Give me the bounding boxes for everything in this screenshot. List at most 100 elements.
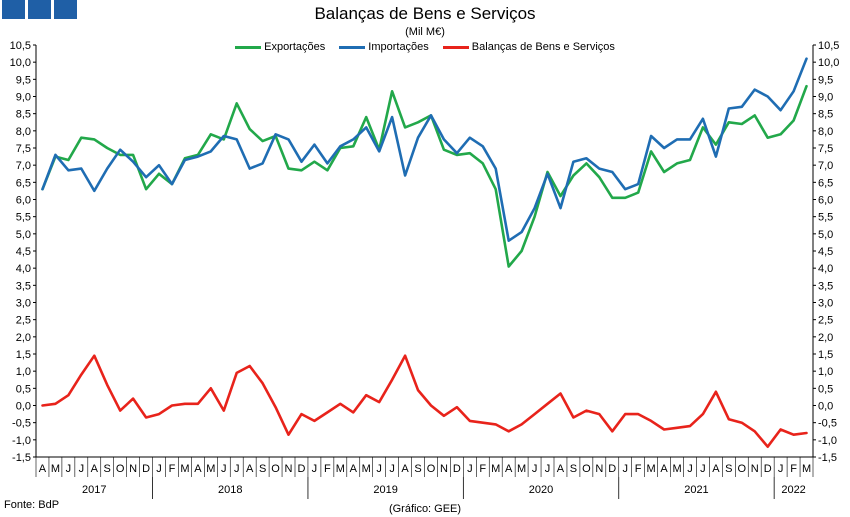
x-month-label: F bbox=[479, 463, 486, 475]
y-tick-label-right: 5,0 bbox=[818, 229, 833, 241]
series-line bbox=[41, 84, 808, 268]
x-year-label: 2020 bbox=[529, 484, 553, 496]
y-tick-label-left: 1,5 bbox=[16, 349, 31, 361]
y-tick-label-right: -1,5 bbox=[818, 452, 837, 464]
x-month-label: A bbox=[91, 463, 99, 475]
y-tick-label-left: 4,0 bbox=[16, 263, 31, 275]
x-month-label: O bbox=[737, 463, 746, 475]
x-month-label: M bbox=[647, 463, 656, 475]
x-month-label: M bbox=[336, 463, 345, 475]
x-month-label: M bbox=[491, 463, 500, 475]
x-month-label: S bbox=[725, 463, 732, 475]
x-month-label: F bbox=[169, 463, 176, 475]
x-month-label: A bbox=[505, 463, 513, 475]
x-month-label: M bbox=[206, 463, 215, 475]
y-tick-label-left: 5,5 bbox=[16, 212, 31, 224]
gee-logo-icon bbox=[2, 0, 77, 19]
x-month-label: J bbox=[389, 463, 395, 475]
x-month-label: A bbox=[246, 463, 254, 475]
y-tick-label-right: 2,5 bbox=[818, 315, 833, 327]
y-tick-label-left: 10,5 bbox=[10, 40, 31, 52]
legend-swatch bbox=[235, 45, 262, 49]
x-month-label: J bbox=[700, 463, 706, 475]
legend-swatch bbox=[339, 45, 366, 49]
x-month-label: N bbox=[751, 463, 759, 475]
logo-square-3 bbox=[54, 0, 77, 19]
x-month-label: J bbox=[532, 463, 538, 475]
x-month-label: A bbox=[39, 463, 47, 475]
chart-subtitle: (Mil M€) bbox=[405, 26, 445, 38]
x-month-label: M bbox=[802, 463, 811, 475]
y-tick-label-left: 0,0 bbox=[16, 401, 31, 413]
y-tick-label-left: -0,5 bbox=[12, 418, 31, 430]
legend-item-exportacoes: Exportações bbox=[235, 41, 325, 53]
y-tick-label-right: 8,0 bbox=[818, 126, 833, 138]
x-month-label: J bbox=[778, 463, 784, 475]
x-month-label: F bbox=[790, 463, 797, 475]
x-month-label: M bbox=[517, 463, 526, 475]
y-tick-label-left: 4,5 bbox=[16, 246, 31, 258]
x-month-label: A bbox=[401, 463, 409, 475]
y-tick-label-right: -1,0 bbox=[818, 435, 837, 447]
x-month-label: J bbox=[221, 463, 227, 475]
x-month-label: J bbox=[545, 463, 551, 475]
chart-title: Balanças de Bens e Serviços bbox=[314, 4, 536, 23]
y-tick-label-right: 1,0 bbox=[818, 366, 833, 378]
logo-square-1 bbox=[2, 0, 25, 19]
y-tick-label-left: 8,0 bbox=[16, 126, 31, 138]
y-tick-label-right: 6,0 bbox=[818, 195, 833, 207]
chart-legend: Exportações Importações Balanças de Bens… bbox=[0, 41, 850, 53]
y-tick-label-right: 10,5 bbox=[818, 40, 839, 52]
x-month-label: D bbox=[608, 463, 616, 475]
x-month-label: S bbox=[570, 463, 577, 475]
y-tick-label-left: 7,0 bbox=[16, 160, 31, 172]
legend-item-balanca: Balanças de Bens e Serviços bbox=[442, 41, 615, 53]
y-tick-label-left: 0,5 bbox=[16, 383, 31, 395]
y-tick-label-left: 9,5 bbox=[16, 74, 31, 86]
y-tick-label-right: 3,5 bbox=[818, 280, 833, 292]
x-month-label: J bbox=[376, 463, 382, 475]
y-tick-label-right: 10,0 bbox=[818, 57, 839, 69]
chart-credit: (Gráfico: GEE) bbox=[388, 503, 462, 515]
y-tick-label-right: 9,5 bbox=[818, 74, 833, 86]
x-month-label: J bbox=[467, 463, 473, 475]
x-month-label: D bbox=[453, 463, 461, 475]
y-tick-label-right: 1,5 bbox=[818, 349, 833, 361]
x-month-label: M bbox=[672, 463, 681, 475]
x-month-label: J bbox=[234, 463, 240, 475]
x-month-label: A bbox=[350, 463, 358, 475]
x-year-label: 2018 bbox=[218, 484, 242, 496]
x-month-label: D bbox=[297, 463, 305, 475]
logo-square-2 bbox=[28, 0, 51, 19]
x-month-label: O bbox=[427, 463, 436, 475]
x-month-label: S bbox=[259, 463, 266, 475]
y-tick-label-left: 6,5 bbox=[16, 177, 31, 189]
y-tick-label-left: 5,0 bbox=[16, 229, 31, 241]
y-tick-label-right: 8,5 bbox=[818, 109, 833, 121]
x-month-label: J bbox=[687, 463, 693, 475]
y-tick-label-right: 2,0 bbox=[818, 332, 833, 344]
x-month-label: M bbox=[51, 463, 60, 475]
x-month-label: J bbox=[312, 463, 318, 475]
legend-label: Balanças de Bens e Serviços bbox=[471, 41, 615, 53]
x-month-label: M bbox=[180, 463, 189, 475]
x-month-label: J bbox=[66, 463, 72, 475]
x-month-label: A bbox=[194, 463, 202, 475]
x-month-label: O bbox=[582, 463, 591, 475]
x-month-label: D bbox=[764, 463, 772, 475]
legend-label: Importações bbox=[368, 41, 429, 53]
y-tick-label-right: 7,0 bbox=[818, 160, 833, 172]
y-tick-label-left: 2,0 bbox=[16, 332, 31, 344]
y-tick-label-right: 0,5 bbox=[818, 383, 833, 395]
series-line bbox=[41, 354, 808, 449]
source-note: Fonte: BdP bbox=[4, 499, 60, 511]
x-month-label: A bbox=[557, 463, 565, 475]
y-tick-label-right: 6,5 bbox=[818, 177, 833, 189]
y-tick-label-left: 2,5 bbox=[16, 315, 31, 327]
x-month-label: S bbox=[104, 463, 111, 475]
y-tick-label-left: -1,5 bbox=[12, 452, 31, 464]
y-tick-label-right: 4,0 bbox=[818, 263, 833, 275]
legend-item-importacoes: Importações bbox=[339, 41, 429, 53]
x-year-label: 2017 bbox=[82, 484, 106, 496]
